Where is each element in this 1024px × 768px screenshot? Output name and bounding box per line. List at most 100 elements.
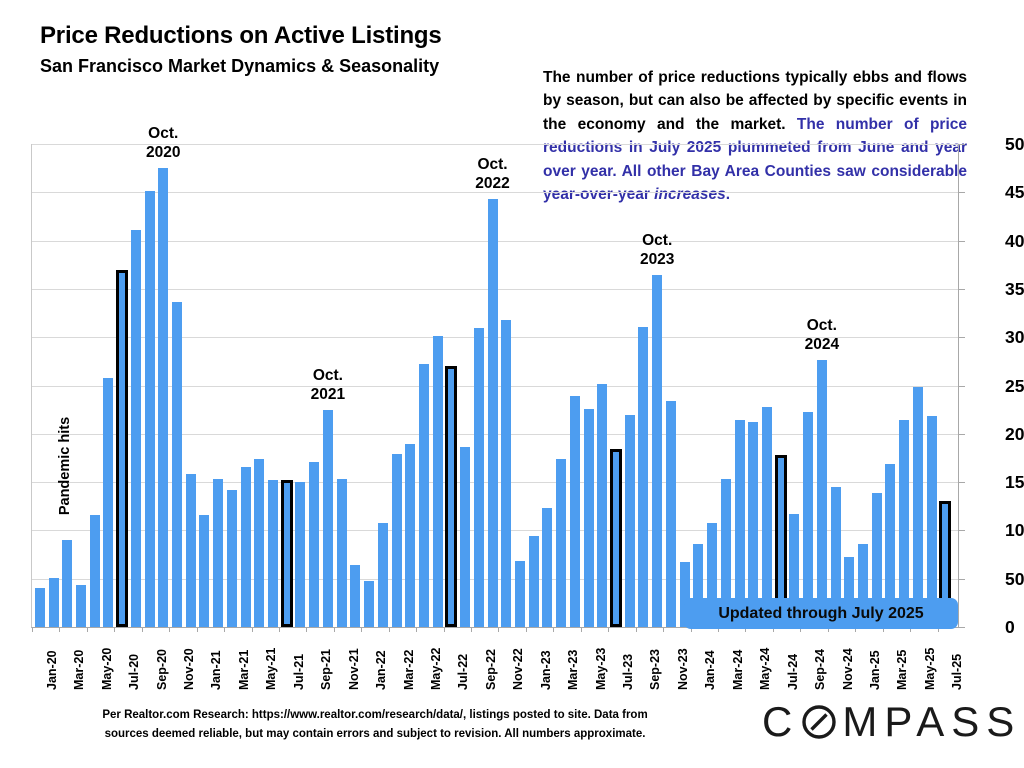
commentary-blue-segment: The number of price reductions in July 2… bbox=[543, 115, 967, 204]
x-axis-tick bbox=[498, 627, 500, 632]
bar-feb-20 bbox=[48, 577, 59, 627]
bar-mar-23 bbox=[556, 458, 567, 627]
gridline bbox=[32, 144, 958, 145]
x-axis-label-jan-24: Jan-24 bbox=[703, 650, 718, 690]
bar-jun-25 bbox=[926, 416, 937, 627]
compass-logo: C MPASS bbox=[762, 700, 1021, 744]
x-axis-label-may-21: May-21 bbox=[264, 647, 279, 690]
commentary-text: The number of price reductions typically… bbox=[543, 66, 967, 206]
x-axis-label-jul-25: Jul-25 bbox=[950, 653, 965, 690]
x-axis-label-jan-22: Jan-22 bbox=[374, 650, 389, 690]
x-axis-label-sep-23: Sep-23 bbox=[648, 649, 663, 690]
x-axis-label-sep-22: Sep-22 bbox=[483, 649, 498, 690]
y-axis-label: 350 bbox=[1005, 278, 1024, 299]
y-axis-label: 50 bbox=[1005, 568, 1024, 589]
x-axis-label-jul-20: Jul-20 bbox=[127, 653, 142, 690]
y-axis-tick bbox=[958, 530, 965, 532]
y-axis-label: 500 bbox=[1005, 134, 1024, 154]
bar-oct-22 bbox=[487, 199, 498, 627]
bar-apr-24 bbox=[734, 420, 745, 627]
x-axis-tick bbox=[827, 627, 829, 632]
bar-sep-20 bbox=[144, 191, 155, 627]
x-axis-tick bbox=[635, 627, 637, 632]
bar-may-22 bbox=[418, 364, 429, 627]
bar-sep-23 bbox=[638, 326, 649, 627]
bar-jun-22 bbox=[432, 336, 443, 627]
x-axis-label-jul-21: Jul-21 bbox=[291, 653, 306, 690]
x-axis-label-nov-20: Nov-20 bbox=[182, 648, 196, 690]
x-axis-tick bbox=[388, 627, 390, 632]
bar-sep-21 bbox=[309, 461, 320, 627]
x-axis-tick bbox=[169, 627, 171, 632]
bar-aug-21 bbox=[295, 482, 306, 627]
x-axis-label-mar-23: Mar-23 bbox=[566, 649, 581, 690]
bar-oct-24 bbox=[816, 360, 827, 627]
x-axis-tick bbox=[772, 627, 774, 632]
y-axis-tick bbox=[958, 627, 965, 628]
x-axis-tick bbox=[882, 627, 884, 632]
y-axis-label: 100 bbox=[1005, 520, 1024, 541]
bar-may-21 bbox=[254, 458, 265, 627]
bar-nov-23 bbox=[665, 401, 676, 627]
bar-may-23 bbox=[583, 408, 594, 627]
x-axis-label-may-24: May-24 bbox=[758, 647, 773, 690]
bar-aug-22 bbox=[460, 447, 471, 627]
bar-mar-21 bbox=[226, 489, 237, 627]
x-axis-label-mar-20: Mar-20 bbox=[72, 649, 87, 690]
compass-o-icon bbox=[802, 705, 837, 739]
bar-oct-23 bbox=[652, 275, 663, 627]
bar-jul-21 bbox=[280, 480, 293, 627]
peak-label-2023: Oct. 2023 bbox=[639, 232, 675, 269]
x-axis-label-sep-21: Sep-21 bbox=[319, 649, 334, 690]
bar-jan-25 bbox=[858, 543, 868, 627]
bar-mar-24 bbox=[720, 479, 731, 627]
y-axis-label: 150 bbox=[1005, 472, 1024, 493]
bar-apr-25 bbox=[899, 420, 910, 627]
x-axis-tick bbox=[663, 627, 665, 632]
y-axis-tick bbox=[958, 433, 965, 435]
bar-aug-23 bbox=[624, 415, 635, 627]
bar-mar-22 bbox=[391, 454, 402, 627]
x-axis-tick bbox=[333, 627, 335, 632]
bar-jan-21 bbox=[199, 514, 210, 627]
bar-jun-23 bbox=[597, 383, 608, 627]
x-axis-tick bbox=[800, 627, 802, 632]
x-axis-tick bbox=[361, 627, 363, 632]
compass-logo-text-c: C bbox=[762, 698, 800, 745]
bar-nov-24 bbox=[830, 486, 841, 627]
bar-feb-22 bbox=[377, 522, 388, 627]
y-axis-tick bbox=[958, 337, 965, 339]
bar-apr-21 bbox=[240, 466, 251, 627]
x-axis-label-sep-24: Sep-24 bbox=[813, 649, 828, 690]
bar-dec-24 bbox=[844, 556, 855, 627]
bar-oct-21 bbox=[322, 409, 333, 627]
commentary-italic-word: increases bbox=[654, 186, 726, 204]
bar-jul-20 bbox=[116, 269, 129, 627]
y-axis-label: 450 bbox=[1005, 182, 1024, 203]
bar-may-25 bbox=[912, 387, 923, 627]
bar-jan-20 bbox=[34, 588, 45, 627]
y-axis-tick bbox=[958, 385, 965, 387]
y-axis-tick bbox=[958, 144, 965, 145]
x-axis-label-mar-24: Mar-24 bbox=[730, 649, 745, 690]
compass-logo-text-mpass: MPASS bbox=[842, 698, 1022, 745]
x-axis-tick bbox=[855, 627, 857, 632]
x-axis-label-nov-23: Nov-23 bbox=[675, 648, 690, 690]
x-axis-label-may-23: May-23 bbox=[593, 647, 608, 690]
source-footnote-line2: sources deemed reliable, but may contain… bbox=[104, 728, 646, 740]
bar-may-24 bbox=[748, 422, 759, 627]
commentary-black-segment: The number of price reductions typically… bbox=[543, 69, 967, 133]
bar-feb-25 bbox=[871, 492, 882, 627]
bar-dec-21 bbox=[350, 565, 361, 627]
y-axis-label: 400 bbox=[1005, 230, 1024, 251]
x-axis-label-may-25: May-25 bbox=[922, 647, 937, 690]
x-axis-label-jan-23: Jan-23 bbox=[538, 650, 553, 690]
bar-may-20 bbox=[89, 514, 100, 627]
bar-jan-22 bbox=[364, 580, 375, 627]
x-axis-tick bbox=[745, 627, 747, 632]
x-axis-label-mar-22: Mar-22 bbox=[401, 649, 416, 690]
x-axis-tick bbox=[251, 627, 253, 632]
x-axis-label-mar-25: Mar-25 bbox=[895, 649, 910, 690]
bar-jan-23 bbox=[528, 536, 539, 627]
y-axis-label: 300 bbox=[1005, 327, 1024, 348]
